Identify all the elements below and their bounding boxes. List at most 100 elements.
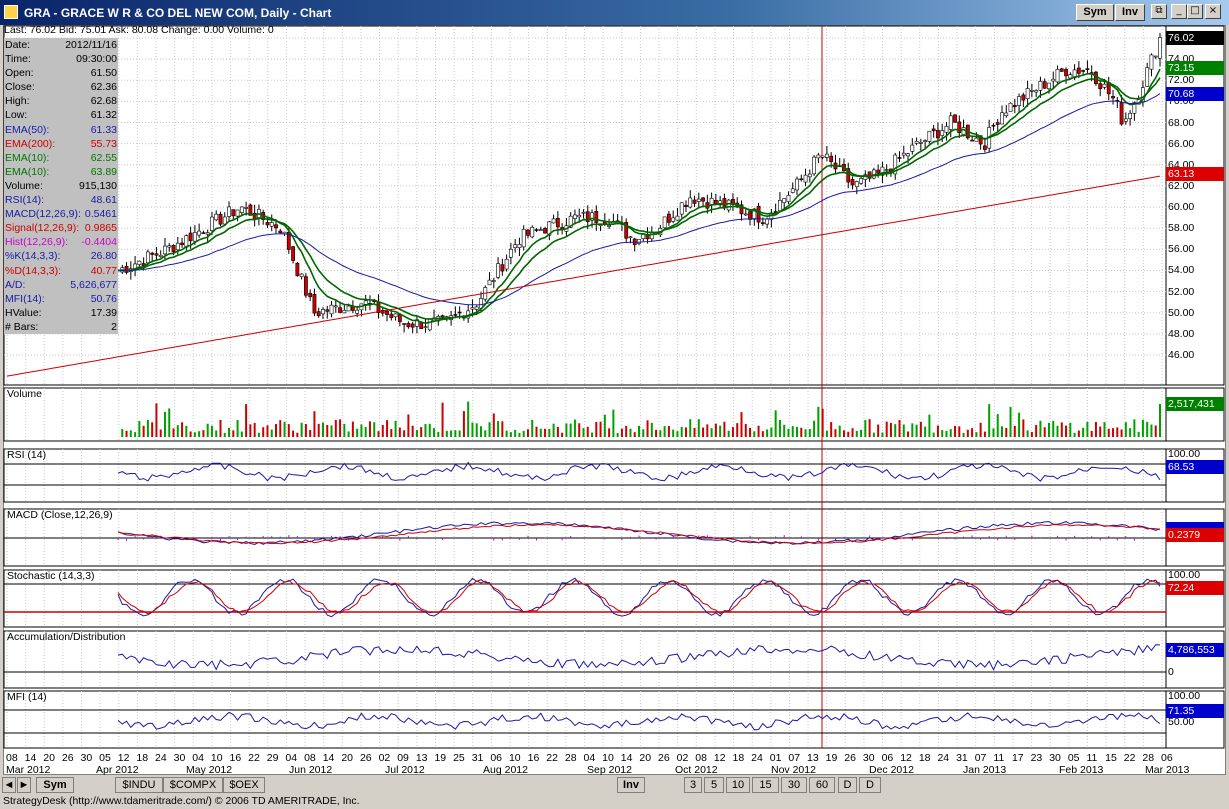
chart-area[interactable]	[3, 25, 1226, 775]
volume-bar	[1099, 426, 1102, 437]
volume-bar	[163, 411, 166, 437]
symbol-tab[interactable]: Sym	[36, 777, 74, 793]
price-badge: 63.13	[1166, 166, 1224, 181]
stoch-k-line	[117, 577, 1161, 618]
interval-tab[interactable]: 3	[684, 777, 702, 793]
candle-body	[487, 279, 492, 286]
candle-body	[1064, 69, 1068, 77]
volume-bar	[1090, 430, 1093, 437]
info-value: -0.4404	[81, 236, 117, 249]
volume-bar	[744, 423, 747, 437]
x-day-label: 24	[937, 752, 950, 764]
volume-bar	[1039, 420, 1042, 437]
volume-bar	[612, 409, 615, 437]
candle-body	[859, 178, 863, 184]
symbol-tab[interactable]: $INDU	[115, 777, 163, 793]
volume-bar	[928, 414, 931, 437]
candle-body	[269, 222, 274, 227]
interval-tab[interactable]: D	[859, 777, 881, 793]
volume-bar	[210, 425, 213, 437]
inv-button[interactable]: Inv	[1115, 4, 1145, 21]
price-tick: 62.00	[1168, 179, 1195, 192]
volume-bar	[488, 422, 491, 437]
symbol-tab[interactable]: $OEX	[223, 777, 265, 793]
interval-tab[interactable]: 30	[781, 777, 807, 793]
volume-bar	[813, 420, 816, 437]
candle-body	[530, 227, 535, 238]
info-row: Hist(12,26,9): -0.4404	[4, 235, 118, 249]
candle-body	[765, 218, 770, 225]
scroll-left-icon[interactable]: ◄	[2, 777, 16, 793]
candle-body	[355, 309, 360, 314]
stoch-badge: 72.24	[1166, 581, 1224, 595]
info-row: EMA(50): 61.33	[4, 123, 118, 137]
volume-bar	[450, 430, 453, 437]
interval-tab[interactable]: 5	[704, 777, 724, 793]
scroll-right-icon[interactable]: ►	[17, 777, 31, 793]
close-icon[interactable]: ×	[1205, 4, 1221, 19]
candle-body	[137, 260, 142, 265]
interval-tab[interactable]: 60	[809, 777, 835, 793]
title-bar[interactable]: GRA - GRACE W R & CO DEL NEW COM, Daily …	[0, 0, 1229, 25]
volume-bar	[706, 424, 709, 437]
detach-icon[interactable]: ⧉	[1151, 4, 1167, 19]
volume-bar	[458, 430, 461, 437]
candle-body	[581, 211, 586, 214]
price-tick: 54.00	[1168, 264, 1195, 277]
info-label: EMA(50):	[5, 123, 50, 136]
price-tick: 48.00	[1168, 327, 1195, 340]
info-row: Date: 2012/11/16	[4, 38, 118, 52]
ema50-line	[117, 93, 1161, 306]
volume-bar	[642, 429, 645, 437]
volume-bar	[343, 423, 346, 437]
volume-bar	[855, 430, 858, 437]
candle-body	[389, 313, 394, 318]
volume-bar	[462, 411, 465, 437]
candle-body	[1034, 90, 1039, 93]
volume-bar	[996, 414, 999, 437]
macd-signal-line	[117, 523, 1161, 545]
minimize-icon[interactable]: _	[1171, 4, 1187, 19]
volume-bar	[390, 429, 393, 437]
sym-button[interactable]: Sym	[1076, 4, 1114, 21]
candle-body	[274, 224, 278, 229]
volume-bar	[505, 430, 508, 437]
interval-tab[interactable]: 15	[752, 777, 779, 793]
volume-bar	[544, 428, 547, 437]
candle-body	[684, 204, 688, 207]
candle-body	[180, 242, 184, 245]
x-day-label: 26	[658, 752, 670, 764]
info-value: 40.77	[90, 264, 117, 277]
interval-tab[interactable]: Inv	[617, 777, 645, 793]
volume-bar	[146, 419, 149, 437]
candle-body	[1076, 67, 1081, 74]
interval-tab[interactable]: 10	[726, 777, 750, 793]
candle-body	[906, 153, 910, 157]
volume-bar	[902, 424, 905, 437]
candle-body	[517, 244, 522, 248]
candle-body	[329, 304, 334, 315]
volume-bar	[501, 421, 504, 437]
candle-body	[201, 232, 206, 234]
info-value: 0.9865	[84, 222, 117, 235]
x-day-label: 18	[732, 752, 745, 764]
volume-bar	[236, 420, 239, 437]
maximize-icon[interactable]: □	[1187, 4, 1203, 19]
volume-bar	[193, 432, 196, 437]
x-month-label: Mar 2013	[1145, 764, 1190, 776]
candle-body	[918, 142, 923, 144]
volume-bar	[911, 423, 914, 437]
candle-body	[210, 216, 214, 231]
symbol-tab[interactable]: $COMPX	[163, 777, 223, 793]
candle-body	[880, 166, 885, 176]
x-day-label: 30	[862, 752, 875, 764]
candle-body	[713, 199, 718, 205]
candle-body	[876, 169, 881, 174]
volume-bar	[309, 429, 312, 437]
ad-zero-tick: 0	[1168, 666, 1174, 678]
x-day-label: 10	[508, 752, 521, 764]
candle-body	[406, 323, 411, 328]
interval-tab[interactable]: D	[838, 777, 857, 793]
price-tick: 68.00	[1168, 116, 1195, 129]
